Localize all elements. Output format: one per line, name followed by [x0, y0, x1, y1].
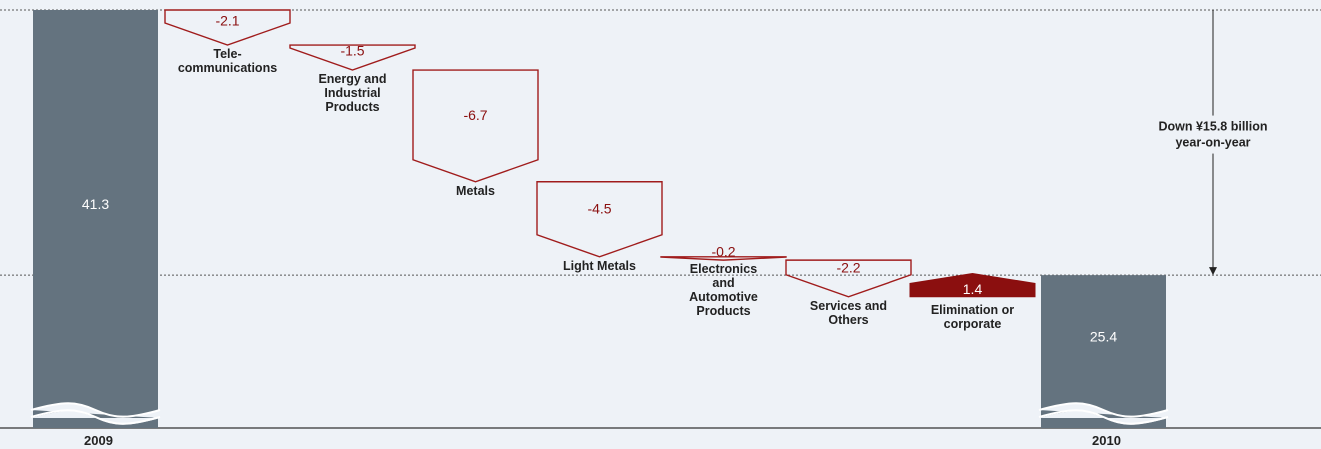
annotation-background [1135, 115, 1291, 154]
step-value-1: -1.5 [340, 43, 364, 59]
step-label-2: Metals [456, 184, 495, 198]
step-arrow-0 [164, 9, 291, 46]
step-arrow-1 [289, 44, 416, 71]
step-value-0: -2.1 [215, 13, 239, 29]
step-label-3: Light Metals [563, 259, 636, 273]
step-label-0: Tele-communications [178, 47, 277, 75]
total-value-2010: 25.4 [1090, 329, 1117, 345]
step-label-6: Elimination or corporate [931, 303, 1014, 331]
step-arrow-2 [412, 69, 539, 183]
step-label-4: Electronics and Automotive Products [689, 262, 758, 318]
step-value-4: -0.2 [711, 243, 735, 259]
axis-break-line-lower-2010 [1038, 409, 1169, 425]
year-label-2010: 2010 [1092, 433, 1121, 448]
step-arrow-4 [660, 256, 787, 261]
step-arrow-6 [909, 272, 1036, 298]
total-value-2009: 41.3 [82, 196, 109, 212]
step-value-5: -2.2 [836, 259, 860, 275]
axis-break-line-2009 [30, 402, 161, 418]
year-label-2009: 2009 [84, 433, 113, 448]
step-value-2: -6.7 [463, 107, 487, 123]
step-label-1: Energy and Industrial Products [318, 72, 386, 114]
step-label-5: Services and Others [810, 299, 887, 327]
total-bar-2009 [33, 10, 158, 428]
step-value-6: 1.4 [963, 281, 983, 297]
axis-break-fill-2010 [1039, 403, 1168, 425]
step-arrow-3 [536, 181, 663, 258]
step-value-3: -4.5 [587, 200, 611, 216]
axis-break-fill-2009 [31, 403, 160, 425]
annotation-arrowhead [1209, 267, 1217, 276]
axis-break-line-2010 [1038, 402, 1169, 418]
annotation-text: Down ¥15.8 billion year-on-year [1158, 120, 1267, 150]
axis-break-line-lower-2009 [30, 409, 161, 425]
total-bar-2010 [1041, 275, 1166, 428]
step-arrow-5 [785, 259, 912, 298]
